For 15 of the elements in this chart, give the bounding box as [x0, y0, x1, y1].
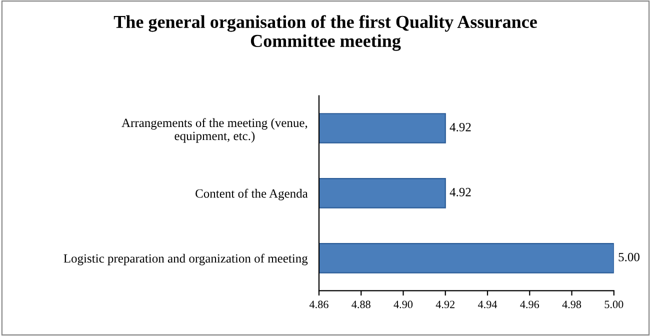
y-tick-label: Content of the Agenda: [196, 188, 308, 200]
x-tick-label: 5.00: [604, 300, 624, 308]
y-tick-label: Logistic preparation and organization of meeting: [64, 254, 308, 266]
data-label: 5.00: [618, 252, 640, 262]
x-tick-label: 4.86: [309, 300, 328, 308]
data-label: 4.92: [450, 122, 471, 132]
y-tick-label: Arrangements of the meeting (venue, equipment, etc.): [122, 118, 308, 143]
x-tick-label: 4.96: [520, 300, 540, 308]
data-label: 4.92: [450, 188, 471, 196]
x-tick-label: 4.98: [562, 300, 582, 308]
x-tick-label: 4.92: [436, 300, 454, 308]
x-tick-label: 4.88: [352, 300, 370, 308]
chart-title: The general organisation of the first Quality Assurance Committee meeting: [114, 15, 537, 51]
x-tick-label: 4.94: [478, 300, 498, 308]
x-tick-label: 4.90: [394, 300, 413, 308]
